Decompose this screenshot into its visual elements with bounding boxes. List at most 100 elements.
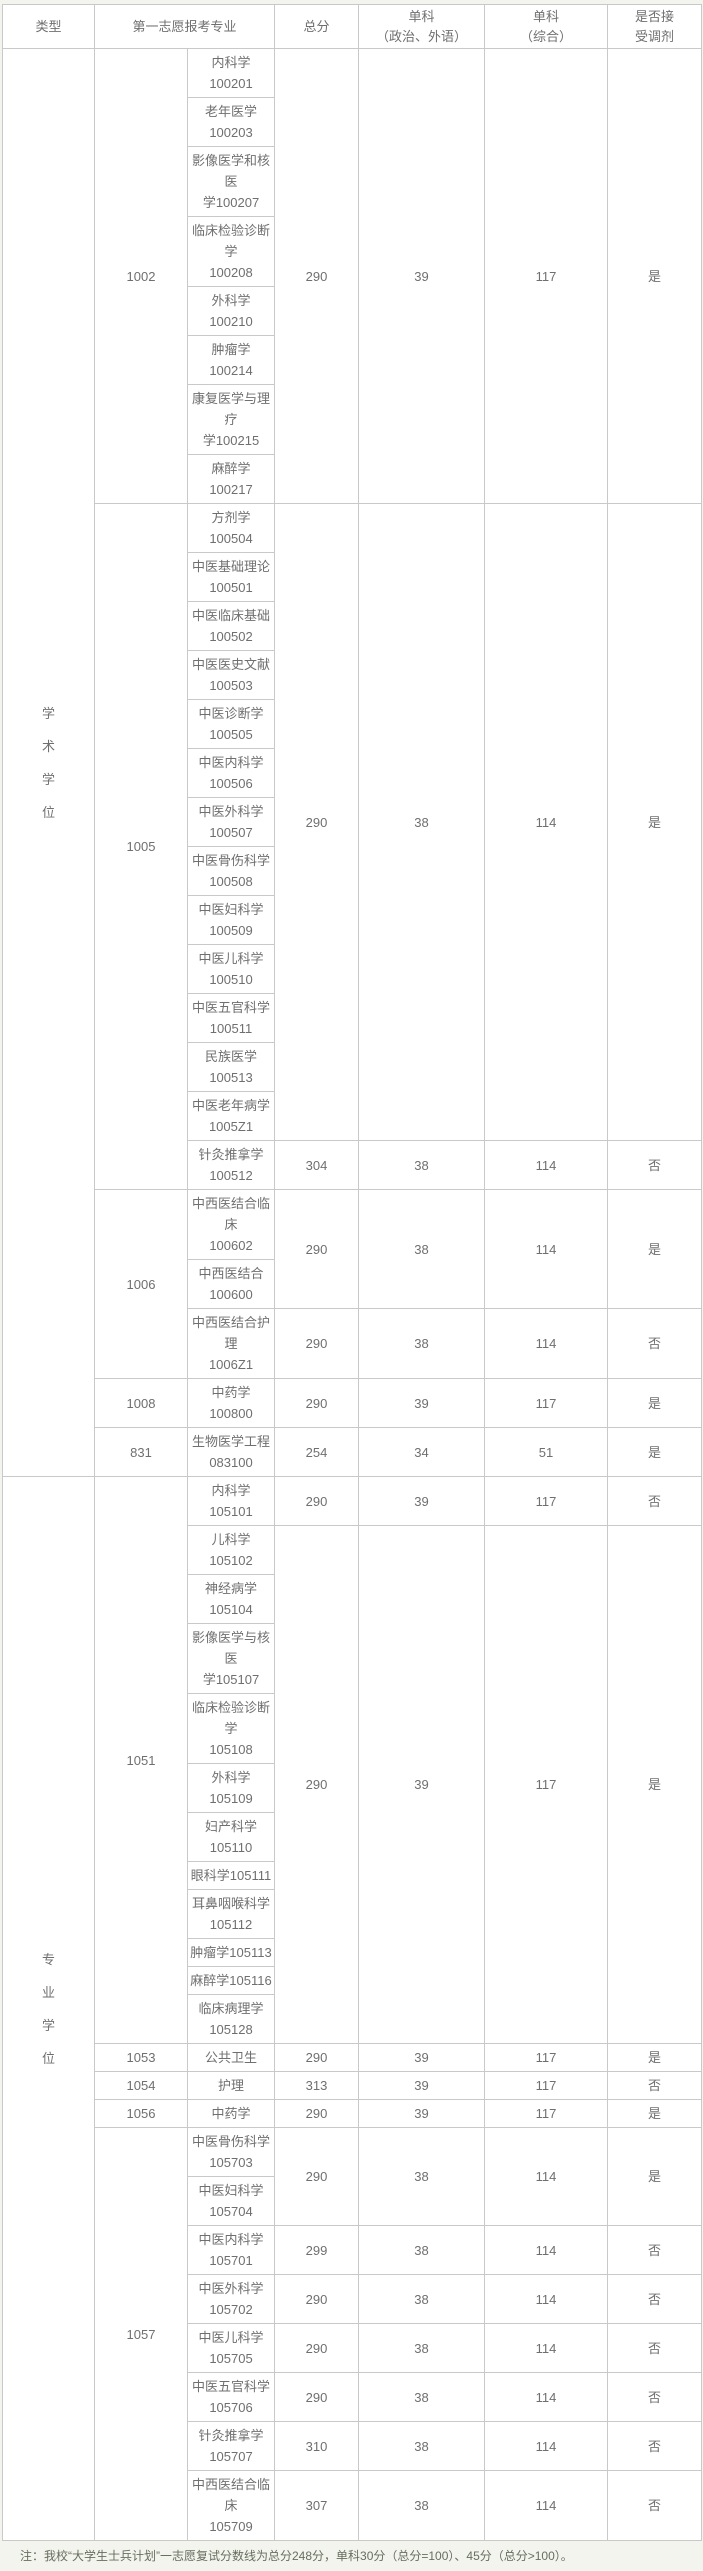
specialty-cell: 临床检验诊断学 105108 [186, 1693, 276, 1764]
comprehensive-score-cell: 117 [484, 2099, 609, 2128]
specialty-cell: 内科学105101 [186, 1476, 276, 1526]
specialty-cell: 针灸推拿学 100512 [186, 1140, 276, 1190]
specialty-cell: 中药学 [186, 2099, 276, 2128]
adjustment-cell: 否 [607, 2071, 703, 2100]
adjustment-cell: 是 [607, 503, 703, 1141]
table-row: 中西医结合 100600 [3, 1259, 702, 1309]
specialty-cell: 民族医学 100513 [186, 1042, 276, 1092]
table-row: 1056 中药学 290 39 117 是 [3, 2099, 703, 2128]
total-score-cell: 290 [274, 1189, 360, 1309]
total-score-cell: 290 [274, 2372, 360, 2422]
header-total-score: 总分 [274, 4, 360, 49]
table-row: 临床病理学 105128 [3, 1994, 702, 2044]
adjustment-cell: 是 [607, 2099, 703, 2128]
specialty-cell: 中医基础理论 100501 [186, 552, 276, 602]
specialty-cell: 老年医学 100203 [186, 97, 276, 147]
total-score-cell: 254 [274, 1427, 360, 1477]
table-row: 肿瘤学105113 [3, 1938, 702, 1967]
table-row: 影像医学和核医 学100207 [3, 146, 702, 217]
table-row: 专 业 学 位 1051 内科学105101 290 39 117 否 [2, 1476, 703, 2541]
table-row: 中医外科学 100507 [3, 797, 702, 847]
table-row: 影像医学与核医 学105107 [3, 1623, 702, 1694]
politics-foreign-score-cell: 38 [358, 1140, 486, 1190]
comprehensive-score-cell: 117 [484, 2043, 609, 2072]
specialty-cell: 中西医结合 100600 [186, 1259, 276, 1309]
footnote: 注：我校“大学生士兵计划”一志愿复试分数线为总分248分，单科30分（总分=10… [20, 2549, 573, 2563]
politics-foreign-score-cell: 39 [358, 48, 486, 504]
header-comprehensive-score: 单科 （综合） [484, 4, 609, 49]
adjustment-cell: 是 [607, 1427, 703, 1477]
table-row: 中医临床基础 100502 [3, 601, 702, 651]
table-row: 831 生物医学工程 083100 254 34 51 是 [3, 1427, 703, 1477]
header-adjustment: 是否接 受调剂 [607, 4, 703, 49]
table-row: 肿瘤学100214 [3, 335, 702, 385]
major-code-cell: 1008 [94, 1378, 188, 1428]
adjustment-cell: 是 [607, 2043, 703, 2072]
specialty-cell: 中医妇科学 100509 [186, 895, 276, 945]
table-row: 神经病学 105104 [3, 1574, 702, 1624]
politics-foreign-score-cell: 38 [358, 503, 486, 1141]
table-row: 中医骨伤科学 100508 [3, 846, 702, 896]
specialty-cell: 神经病学 105104 [186, 1574, 276, 1624]
table-row: 1057 中医骨伤科学 105703 290 38 114 是 [3, 2127, 703, 2541]
major-code-cell: 1057 [94, 2127, 188, 2541]
table-row: 1006 中西医结合临床 100602 290 38 114 是 [3, 1189, 703, 1379]
table-row: 1054 护理 313 39 117 否 [3, 2071, 703, 2100]
table-row: 1005 方剂学100504 290 38 114 是 [3, 503, 703, 1190]
major-code-cell: 831 [94, 1427, 188, 1477]
table-row: 外科学100210 [3, 286, 702, 336]
major-code-cell: 1005 [94, 503, 188, 1190]
specialty-cell: 内科学100201 [186, 48, 276, 98]
total-score-cell: 290 [274, 2274, 360, 2324]
specialty-cell: 中西医结合临床 100602 [186, 1189, 276, 1260]
specialty-cell: 临床病理学 105128 [186, 1994, 276, 2044]
comprehensive-score-cell: 114 [484, 2225, 609, 2275]
specialty-cell: 生物医学工程 083100 [186, 1427, 276, 1477]
header-politics-foreign-score: 单科 （政治、外语） [358, 4, 486, 49]
specialty-cell: 麻醉学100217 [186, 454, 276, 504]
comprehensive-score-cell: 117 [484, 2071, 609, 2100]
specialty-cell: 中医老年病学 1005Z1 [186, 1091, 276, 1141]
comprehensive-score-cell: 114 [484, 2323, 609, 2373]
politics-foreign-score-cell: 38 [358, 2323, 486, 2373]
header-major: 第一志愿报考专业 [93, 4, 276, 49]
specialty-cell: 中医临床基础 100502 [186, 601, 276, 651]
politics-foreign-score-cell: 38 [358, 1308, 486, 1379]
type-cell: 学 术 学 位 [2, 48, 95, 1477]
specialty-cell: 中医医史文献 100503 [186, 650, 276, 700]
total-score-cell: 313 [274, 2071, 360, 2100]
adjustment-cell: 是 [607, 2127, 703, 2226]
specialty-cell: 影像医学与核医 学105107 [186, 1623, 276, 1694]
total-score-cell: 290 [274, 1476, 360, 1526]
table-row: 中医基础理论 100501 [3, 552, 702, 602]
comprehensive-score-cell: 114 [484, 503, 609, 1141]
specialty-cell: 公共卫生 [186, 2043, 276, 2072]
adjustment-cell: 否 [607, 2372, 703, 2422]
specialty-cell: 外科学105109 [186, 1763, 276, 1813]
specialty-cell: 儿科学105102 [186, 1525, 276, 1575]
adjustment-cell: 否 [607, 2274, 703, 2324]
politics-foreign-score-cell: 38 [358, 2225, 486, 2275]
comprehensive-score-cell: 114 [484, 2372, 609, 2422]
score-table: 类型 第一志愿报考专业 总分 单科 （政治、外语） 单科 （综合） 是否接 受调… [2, 4, 703, 2541]
total-score-cell: 310 [274, 2421, 360, 2471]
specialty-cell: 中西医结合护理 1006Z1 [186, 1308, 276, 1379]
specialty-cell: 针灸推拿学 105707 [186, 2421, 276, 2471]
specialty-cell: 护理 [186, 2071, 276, 2100]
comprehensive-score-cell: 117 [484, 48, 609, 504]
specialty-cell: 中药学100800 [186, 1378, 276, 1428]
total-score-cell: 290 [274, 2043, 360, 2072]
specialty-cell: 临床检验诊断学 100208 [186, 216, 276, 287]
specialty-cell: 肿瘤学105113 [186, 1938, 276, 1967]
table-row: 民族医学 100513 [3, 1042, 702, 1092]
specialty-cell: 康复医学与理疗 学100215 [186, 384, 276, 455]
total-score-cell: 290 [274, 48, 360, 504]
politics-foreign-score-cell: 38 [358, 2421, 486, 2471]
adjustment-cell: 否 [607, 1140, 703, 1190]
specialty-cell: 中医内科学 100506 [186, 748, 276, 798]
politics-foreign-score-cell: 39 [358, 1378, 486, 1428]
major-code-cell: 1054 [94, 2071, 188, 2100]
total-score-cell: 290 [274, 2099, 360, 2128]
comprehensive-score-cell: 114 [484, 2274, 609, 2324]
specialty-cell: 中医内科学 105701 [186, 2225, 276, 2275]
